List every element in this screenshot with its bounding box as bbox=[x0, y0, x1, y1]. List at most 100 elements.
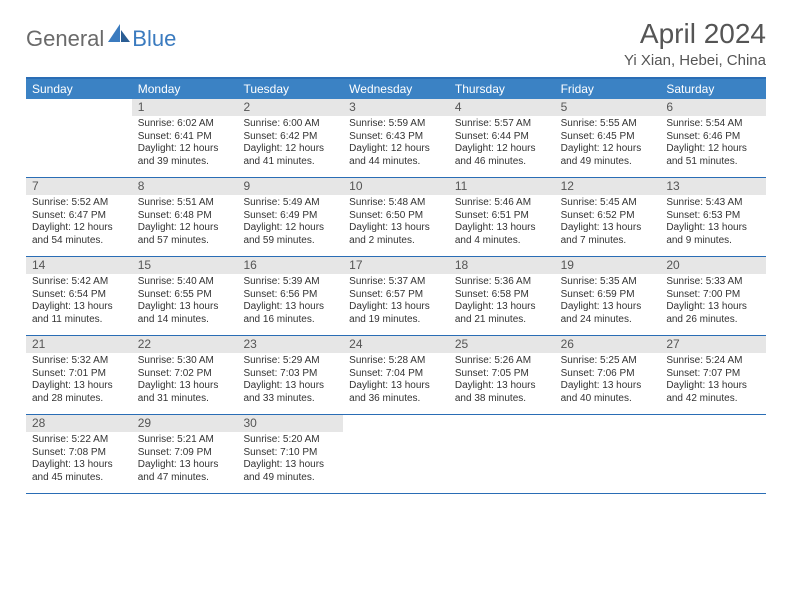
calendar-cell: . bbox=[555, 415, 661, 493]
sunrise-text: Sunrise: 5:52 AM bbox=[32, 197, 126, 210]
day-header: Tuesday bbox=[237, 79, 343, 99]
calendar-cell: 25Sunrise: 5:26 AMSunset: 7:05 PMDayligh… bbox=[449, 336, 555, 414]
daylight-text: Daylight: 12 hours and 59 minutes. bbox=[243, 222, 337, 247]
day-header: Monday bbox=[132, 79, 238, 99]
day-number: 5 bbox=[555, 99, 661, 116]
day-number: 1 bbox=[132, 99, 238, 116]
calendar-cell: . bbox=[343, 415, 449, 493]
day-header: Saturday bbox=[660, 79, 766, 99]
day-number: 16 bbox=[237, 257, 343, 274]
daylight-text: Daylight: 13 hours and 2 minutes. bbox=[349, 222, 443, 247]
sunrise-text: Sunrise: 5:28 AM bbox=[349, 355, 443, 368]
cell-body: Sunrise: 6:00 AMSunset: 6:42 PMDaylight:… bbox=[237, 116, 343, 172]
sunset-text: Sunset: 6:55 PM bbox=[138, 289, 232, 302]
day-number: 30 bbox=[237, 415, 343, 432]
day-number: 21 bbox=[26, 336, 132, 353]
sunset-text: Sunset: 7:01 PM bbox=[32, 368, 126, 381]
sunrise-text: Sunrise: 5:57 AM bbox=[455, 118, 549, 131]
daylight-text: Daylight: 12 hours and 49 minutes. bbox=[561, 143, 655, 168]
sunrise-text: Sunrise: 5:55 AM bbox=[561, 118, 655, 131]
sunrise-text: Sunrise: 5:43 AM bbox=[666, 197, 760, 210]
sunset-text: Sunset: 7:02 PM bbox=[138, 368, 232, 381]
sunrise-text: Sunrise: 5:32 AM bbox=[32, 355, 126, 368]
day-number: 17 bbox=[343, 257, 449, 274]
cell-body: Sunrise: 5:32 AMSunset: 7:01 PMDaylight:… bbox=[26, 353, 132, 409]
day-number: 20 bbox=[660, 257, 766, 274]
daylight-text: Daylight: 13 hours and 40 minutes. bbox=[561, 380, 655, 405]
sunset-text: Sunset: 6:52 PM bbox=[561, 210, 655, 223]
daylight-text: Daylight: 13 hours and 49 minutes. bbox=[243, 459, 337, 484]
sunrise-text: Sunrise: 5:45 AM bbox=[561, 197, 655, 210]
day-header: Wednesday bbox=[343, 79, 449, 99]
calendar-cell: 15Sunrise: 5:40 AMSunset: 6:55 PMDayligh… bbox=[132, 257, 238, 335]
sunrise-text: Sunrise: 5:51 AM bbox=[138, 197, 232, 210]
daylight-text: Daylight: 12 hours and 54 minutes. bbox=[32, 222, 126, 247]
calendar-cell: 10 Sunrise: 5:48 AMSunset: 6:50 PMDayligh… bbox=[343, 178, 449, 256]
cell-body: Sunrise: 5:28 AMSunset: 7:04 PMDaylight:… bbox=[343, 353, 449, 409]
sunset-text: Sunset: 7:05 PM bbox=[455, 368, 549, 381]
day-number: 14 bbox=[26, 257, 132, 274]
sunrise-text: Sunrise: 5:46 AM bbox=[455, 197, 549, 210]
day-header: Friday bbox=[555, 79, 661, 99]
sunset-text: Sunset: 6:41 PM bbox=[138, 131, 232, 144]
sunrise-text: Sunrise: 5:25 AM bbox=[561, 355, 655, 368]
sunset-text: Sunset: 6:56 PM bbox=[243, 289, 337, 302]
sunset-text: Sunset: 7:09 PM bbox=[138, 447, 232, 460]
daylight-text: Daylight: 12 hours and 57 minutes. bbox=[138, 222, 232, 247]
cell-body: Sunrise: 5:59 AMSunset: 6:43 PMDaylight:… bbox=[343, 116, 449, 172]
day-header-row: SundayMondayTuesdayWednesdayThursdayFrid… bbox=[26, 79, 766, 99]
day-number: 8 bbox=[132, 178, 238, 195]
daylight-text: Daylight: 13 hours and 14 minutes. bbox=[138, 301, 232, 326]
week-row: 28Sunrise: 5:22 AMSunset: 7:08 PMDayligh… bbox=[26, 415, 766, 494]
calendar-cell: 6Sunrise: 5:54 AMSunset: 6:46 PMDaylight… bbox=[660, 99, 766, 177]
daylight-text: Daylight: 13 hours and 7 minutes. bbox=[561, 222, 655, 247]
location: Yi Xian, Hebei, China bbox=[624, 52, 766, 69]
sunset-text: Sunset: 7:00 PM bbox=[666, 289, 760, 302]
sunset-text: Sunset: 6:49 PM bbox=[243, 210, 337, 223]
day-number: 3 bbox=[343, 99, 449, 116]
calendar-cell: 11Sunrise: 5:46 AMSunset: 6:51 PMDayligh… bbox=[449, 178, 555, 256]
cell-body: Sunrise: 5:36 AMSunset: 6:58 PMDaylight:… bbox=[449, 274, 555, 330]
sunset-text: Sunset: 7:08 PM bbox=[32, 447, 126, 460]
day-number: 10 bbox=[343, 178, 449, 195]
daylight-text: Daylight: 13 hours and 47 minutes. bbox=[138, 459, 232, 484]
day-header: Thursday bbox=[449, 79, 555, 99]
cell-body: Sunrise: 5:46 AMSunset: 6:51 PMDaylight:… bbox=[449, 195, 555, 251]
day-number: 27 bbox=[660, 336, 766, 353]
cell-body: Sunrise: 5:49 AMSunset: 6:49 PMDaylight:… bbox=[237, 195, 343, 251]
page: General Blue April 2024 Yi Xian, Hebei, … bbox=[0, 0, 792, 512]
sunrise-text: Sunrise: 5:30 AM bbox=[138, 355, 232, 368]
daylight-text: Daylight: 12 hours and 39 minutes. bbox=[138, 143, 232, 168]
sunrise-text: Sunrise: 5:40 AM bbox=[138, 276, 232, 289]
sunrise-text: Sunrise: 5:48 AM bbox=[349, 197, 443, 210]
month-title: April 2024 bbox=[624, 18, 766, 50]
cell-body: Sunrise: 5:52 AMSunset: 6:47 PMDaylight:… bbox=[26, 195, 132, 251]
calendar-cell: 2Sunrise: 6:00 AMSunset: 6:42 PMDaylight… bbox=[237, 99, 343, 177]
sunset-text: Sunset: 6:46 PM bbox=[666, 131, 760, 144]
week-row: .1Sunrise: 6:02 AMSunset: 6:41 PMDayligh… bbox=[26, 99, 766, 178]
sunrise-text: Sunrise: 5:59 AM bbox=[349, 118, 443, 131]
daylight-text: Daylight: 13 hours and 36 minutes. bbox=[349, 380, 443, 405]
calendar-cell: 4Sunrise: 5:57 AMSunset: 6:44 PMDaylight… bbox=[449, 99, 555, 177]
calendar-cell: 8Sunrise: 5:51 AMSunset: 6:48 PMDaylight… bbox=[132, 178, 238, 256]
sunrise-text: Sunrise: 5:35 AM bbox=[561, 276, 655, 289]
calendar-cell: 1Sunrise: 6:02 AMSunset: 6:41 PMDaylight… bbox=[132, 99, 238, 177]
sunset-text: Sunset: 7:04 PM bbox=[349, 368, 443, 381]
week-row: 21Sunrise: 5:32 AMSunset: 7:01 PMDayligh… bbox=[26, 336, 766, 415]
calendar-cell: 20Sunrise: 5:33 AMSunset: 7:00 PMDayligh… bbox=[660, 257, 766, 335]
cell-body: Sunrise: 5:57 AMSunset: 6:44 PMDaylight:… bbox=[449, 116, 555, 172]
cell-body: Sunrise: 5:35 AMSunset: 6:59 PMDaylight:… bbox=[555, 274, 661, 330]
cell-body: Sunrise: 5:21 AMSunset: 7:09 PMDaylight:… bbox=[132, 432, 238, 488]
sunset-text: Sunset: 6:43 PM bbox=[349, 131, 443, 144]
sunset-text: Sunset: 7:10 PM bbox=[243, 447, 337, 460]
sunset-text: Sunset: 6:50 PM bbox=[349, 210, 443, 223]
daylight-text: Daylight: 13 hours and 24 minutes. bbox=[561, 301, 655, 326]
daylight-text: Daylight: 12 hours and 46 minutes. bbox=[455, 143, 549, 168]
sunrise-text: Sunrise: 5:49 AM bbox=[243, 197, 337, 210]
daylight-text: Daylight: 13 hours and 45 minutes. bbox=[32, 459, 126, 484]
calendar-cell: 12Sunrise: 5:45 AMSunset: 6:52 PMDayligh… bbox=[555, 178, 661, 256]
cell-body: Sunrise: 5:54 AMSunset: 6:46 PMDaylight:… bbox=[660, 116, 766, 172]
calendar-cell: 23Sunrise: 5:29 AMSunset: 7:03 PMDayligh… bbox=[237, 336, 343, 414]
daylight-text: Daylight: 13 hours and 31 minutes. bbox=[138, 380, 232, 405]
day-number: 24 bbox=[343, 336, 449, 353]
